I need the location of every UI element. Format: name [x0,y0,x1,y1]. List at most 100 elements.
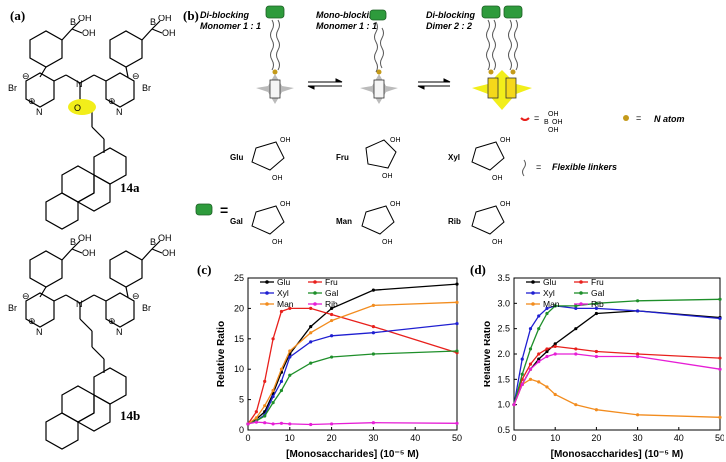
data-point-rib [520,382,524,386]
svg-text:=: = [636,113,641,123]
legend-label: Fru [325,277,338,287]
sugar-ring [365,139,397,169]
flexible-linker [492,19,496,71]
svg-text:⊕: ⊕ [108,316,116,326]
svg-text:Br: Br [142,303,151,313]
data-point-xyl [309,340,313,344]
legend-marker [531,302,535,306]
legend-label: Man [543,299,560,309]
compound-label-14b: 14b [120,408,141,423]
data-point-gal [553,304,557,308]
pyrene-ring [61,385,95,423]
n-atom-icon [623,115,629,121]
legend-label: Rib [325,299,338,309]
data-point-xyl [545,306,549,310]
data-point-rib [271,422,275,426]
svg-text:OH: OH [78,15,92,23]
phenyl-ring [109,30,143,68]
svg-text:⊕: ⊕ [28,316,36,326]
svg-text:⊖: ⊖ [132,291,140,301]
svg-text:Flexible linkers: Flexible linkers [552,162,617,172]
svg-text:OH: OH [500,137,511,144]
data-point-gal [545,311,549,316]
svg-text:OH: OH [280,201,291,208]
flexible-linker [380,27,384,69]
data-point-fru [371,325,375,329]
data-point-gal [371,352,375,356]
data-point-xyl [636,309,640,313]
data-point-glu [594,311,598,316]
pyrene-unit [269,79,281,99]
svg-text:=: = [534,113,539,123]
x-tick-label: 50 [452,433,462,443]
data-point-man [553,392,557,397]
pyrene-excimer-glow [472,70,532,110]
state-label: Monomer 1 : 1 [200,21,261,31]
flexible-linker [374,21,378,73]
data-point-xyl [279,379,284,383]
flexible-linker [508,19,512,71]
phenyl-ring [29,30,63,68]
data-point-glu [330,306,334,310]
panel-label-a: (a) [10,8,26,23]
data-point-gal [263,414,267,418]
pyrene-ring [45,192,79,230]
data-point-fru [718,356,722,360]
y-tick-label: 2.5 [497,324,510,334]
svg-text:Br: Br [8,83,17,93]
y-tick-label: 10 [234,364,244,374]
data-point-fru [309,306,313,310]
panel-label-c: (c) [197,262,212,277]
svg-text:N: N [76,79,83,89]
data-point-gal [520,372,524,376]
data-point-rib [636,354,640,359]
sugar-oh-labels: OH OH OH OH OH OH OH OH OH OH OH OH [272,137,511,246]
data-point-man [288,349,292,353]
data-point-man [636,413,640,417]
data-point-fru [263,379,267,383]
series-line-gal [513,298,721,405]
y-tick-label: 5 [239,395,244,405]
y-tick-label: 1.5 [497,374,510,384]
data-point-man [271,388,275,393]
x-tick-label: 30 [633,433,643,443]
sugar-label: Glu [230,153,243,162]
y-axis-label: Relative Ratio [216,321,227,387]
data-point-xyl [718,316,722,321]
svg-text:B: B [150,17,156,27]
legend-marker [265,291,269,295]
svg-text:OH: OH [162,248,176,258]
data-point-fru [288,306,292,310]
legend-marker [265,280,269,284]
data-point-fru [254,410,258,414]
pyridinium-ring [105,292,135,328]
legend-label: Xyl [543,288,555,298]
data-point-xyl [574,306,578,310]
data-point-xyl [271,394,275,399]
sugar-ring [361,205,395,235]
data-point-fru [330,312,334,317]
x-tick-label: 50 [715,433,724,443]
data-point-gal [279,388,284,393]
legend-label: Glu [277,277,291,287]
data-point-man [537,380,541,384]
data-point-rib [254,420,258,424]
data-point-glu [309,325,313,329]
data-point-man [330,318,334,323]
data-point-gal [309,361,313,365]
y-tick-label: 0.5 [497,425,510,435]
legend-label: Rib [591,299,604,309]
structures-svg: B OH OH B OH OH ⊖ Br ⊕ N N O ⊖ Br ⊕ N [8,15,176,450]
data-point-man [574,403,578,407]
data-point-fru [545,347,549,351]
sugar-label: Man [336,217,352,226]
data-point-rib [528,367,533,371]
data-point-rib [455,421,459,425]
legend-marker [579,280,583,284]
svg-text:N: N [36,107,43,117]
state-label: Di-blocking [200,10,250,20]
svg-text:⊕: ⊕ [28,96,36,106]
svg-text:B: B [70,237,76,247]
svg-text:OH: OH [390,201,401,208]
data-point-man [455,300,459,304]
